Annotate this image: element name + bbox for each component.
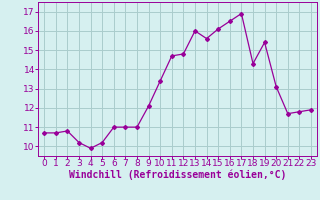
X-axis label: Windchill (Refroidissement éolien,°C): Windchill (Refroidissement éolien,°C) xyxy=(69,170,286,180)
